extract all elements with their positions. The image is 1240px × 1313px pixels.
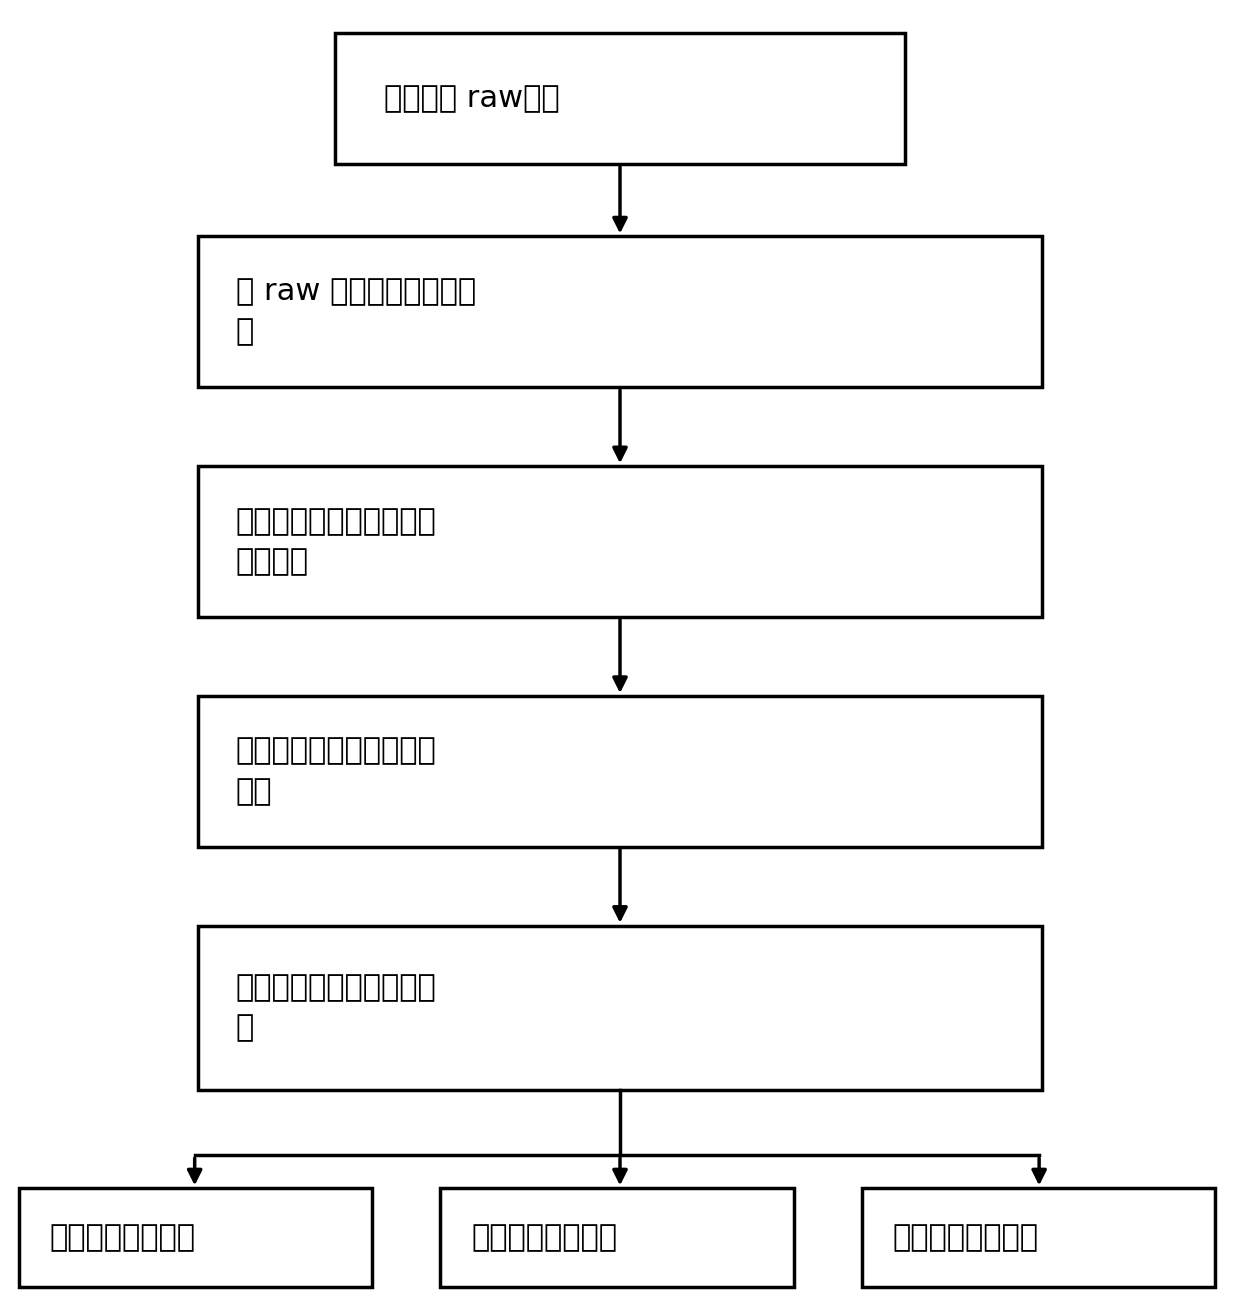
FancyBboxPatch shape bbox=[198, 696, 1042, 847]
Text: 从 raw 中读取数码照片数
据: 从 raw 中读取数码照片数 据 bbox=[236, 277, 476, 347]
Text: 色卡数码照片进行颜色校
正: 色卡数码照片进行颜色校 正 bbox=[236, 973, 436, 1043]
Text: 灰板数码照片进行亮度归
一化: 灰板数码照片进行亮度归 一化 bbox=[236, 737, 436, 806]
FancyBboxPatch shape bbox=[440, 1188, 794, 1287]
FancyBboxPatch shape bbox=[198, 926, 1042, 1090]
Text: 鲜红斑痣面积计算: 鲜红斑痣面积计算 bbox=[471, 1222, 618, 1253]
FancyBboxPatch shape bbox=[19, 1188, 372, 1287]
Text: 灰板数码照片进行光照均
匀度检测: 灰板数码照片进行光照均 匀度检测 bbox=[236, 507, 436, 576]
FancyBboxPatch shape bbox=[198, 236, 1042, 387]
Text: 拍照获得 raw数据: 拍照获得 raw数据 bbox=[384, 84, 560, 113]
FancyBboxPatch shape bbox=[198, 466, 1042, 617]
FancyBboxPatch shape bbox=[335, 33, 905, 164]
Text: 鲜红斑痣颜色分类: 鲜红斑痣颜色分类 bbox=[50, 1222, 196, 1253]
Text: 鲜红斑痣色差计算: 鲜红斑痣色差计算 bbox=[893, 1222, 1039, 1253]
FancyBboxPatch shape bbox=[862, 1188, 1215, 1287]
